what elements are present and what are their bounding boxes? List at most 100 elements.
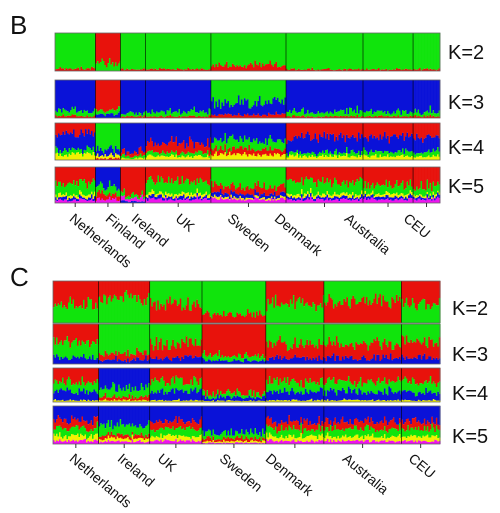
ancestry-segment-red — [280, 281, 283, 303]
ancestry-segment-blue — [344, 195, 347, 200]
ancestry-segment-green — [62, 344, 64, 359]
ancestry-segment-red — [235, 324, 237, 357]
ancestry-segment-red — [73, 167, 75, 181]
ancestry-segment-green — [79, 149, 81, 155]
ancestry-segment-blue — [252, 105, 255, 114]
ancestry-segment-blue — [314, 80, 317, 115]
ancestry-segment-yellow — [71, 152, 74, 160]
ancestry-segment-green — [115, 324, 117, 351]
ancestry-segment-red — [356, 344, 359, 361]
ancestry-segment-red — [92, 123, 95, 137]
ancestry-segment-red — [302, 123, 305, 139]
ancestry-segment-magenta — [338, 201, 341, 203]
ancestry-segment-green — [353, 33, 356, 70]
ancestry-segment-magenta — [402, 198, 404, 203]
ancestry-segment-green — [295, 152, 297, 156]
ancestry-segment-green — [104, 295, 107, 323]
ancestry-segment-blue — [184, 198, 187, 201]
ancestry-segment-green — [167, 176, 170, 194]
ancestry-segment-green — [112, 298, 114, 323]
ancestry-segment-blue — [95, 151, 98, 156]
ancestry-segment-blue — [383, 357, 386, 364]
ancestry-segment-blue — [259, 361, 261, 364]
ancestry-segment-green — [334, 324, 337, 346]
ancestry-segment-red — [393, 115, 395, 118]
ancestry-segment-green — [382, 324, 385, 343]
ancestry-segment-red — [314, 167, 317, 183]
ancestry-segment-red — [303, 281, 306, 307]
ancestry-segment-red — [120, 117, 123, 118]
ancestry-segment-magenta — [323, 200, 326, 203]
ancestry-segment-blue — [71, 358, 73, 364]
ancestry-segment-green — [323, 113, 326, 117]
ancestry-segment-magenta — [61, 199, 63, 203]
ancestry-segment-red — [346, 115, 348, 118]
ancestry-segment-green — [193, 324, 196, 347]
ancestry-segment-magenta — [352, 199, 354, 203]
ancestry-segment-green — [251, 281, 254, 318]
ancestry-segment-yellow — [255, 195, 258, 199]
ancestry-segment-green — [287, 155, 290, 158]
ancestry-segment-red — [252, 67, 255, 71]
ancestry-segment-red — [338, 69, 341, 71]
ancestry-segment-blue — [59, 197, 62, 199]
ancestry-segment-yellow — [388, 157, 391, 160]
ancestry-segment-green — [218, 167, 221, 186]
ancestry-segment-red — [326, 123, 329, 134]
ancestry-segment-yellow — [194, 193, 197, 198]
ancestry-segment-green — [414, 190, 417, 197]
ancestry-segment-green — [232, 356, 234, 362]
ancestry-segment-red — [203, 117, 206, 118]
ancestry-segment-blue — [175, 357, 178, 364]
ancestry-segment-green — [115, 296, 117, 323]
ancestry-segment-red — [259, 324, 261, 359]
ancestry-segment-yellow — [425, 195, 427, 199]
ancestry-segment-red — [346, 345, 349, 358]
ancestry-segment-green — [113, 294, 116, 323]
ancestry-segment-red — [95, 196, 98, 201]
ancestry-segment-green — [203, 350, 206, 360]
ancestry-segment-green — [116, 109, 119, 115]
ancestry-segment-yellow — [160, 191, 163, 195]
ancestry-segment-red — [301, 116, 303, 118]
ancestry-segment-green — [178, 33, 181, 70]
ancestry-segment-green — [85, 33, 87, 70]
ancestry-segment-blue — [425, 137, 427, 153]
ancestry-segment-green — [129, 157, 132, 159]
ancestry-segment-blue — [349, 197, 351, 200]
ancestry-segment-red — [173, 299, 176, 323]
ancestry-segment-red — [396, 123, 398, 137]
ancestry-segment-yellow — [199, 155, 202, 160]
ancestry-segment-blue — [69, 359, 72, 364]
ancestry-segment-green — [329, 179, 332, 196]
ancestry-segment-blue — [166, 123, 169, 146]
ancestry-segment-blue — [390, 197, 392, 200]
ancestry-segment-yellow — [243, 199, 246, 201]
ancestry-segment-green — [239, 136, 242, 147]
ancestry-segment-blue — [202, 357, 204, 364]
ancestry-segment-green — [197, 281, 200, 304]
ancestry-segment-blue — [214, 361, 216, 364]
ancestry-segment-green — [326, 111, 329, 117]
ancestry-segment-yellow — [91, 191, 93, 195]
ancestry-segment-red — [202, 69, 205, 71]
ancestry-segment-green — [80, 345, 82, 357]
ancestry-segment-red — [245, 147, 248, 155]
ancestry-segment-red — [334, 345, 337, 361]
ancestry-segment-yellow — [423, 157, 426, 160]
ancestry-segment-red — [78, 281, 81, 307]
ancestry-segment-red — [163, 117, 166, 118]
ancestry-segment-green — [194, 281, 197, 308]
ancestry-segment-red — [138, 69, 141, 71]
ancestry-segment-red — [78, 324, 81, 341]
ancestry-segment-yellow — [182, 192, 185, 195]
ancestry-segment-yellow — [164, 191, 167, 196]
ancestry-segment-green — [148, 177, 151, 193]
ancestry-segment-red — [187, 67, 190, 71]
ancestry-segment-green — [265, 324, 268, 342]
ancestry-segment-blue — [138, 123, 141, 148]
ancestry-segment-yellow — [337, 194, 339, 197]
ancestry-segment-red — [332, 123, 335, 134]
ancestry-segment-yellow — [278, 198, 281, 200]
ancestry-segment-red — [67, 123, 69, 134]
